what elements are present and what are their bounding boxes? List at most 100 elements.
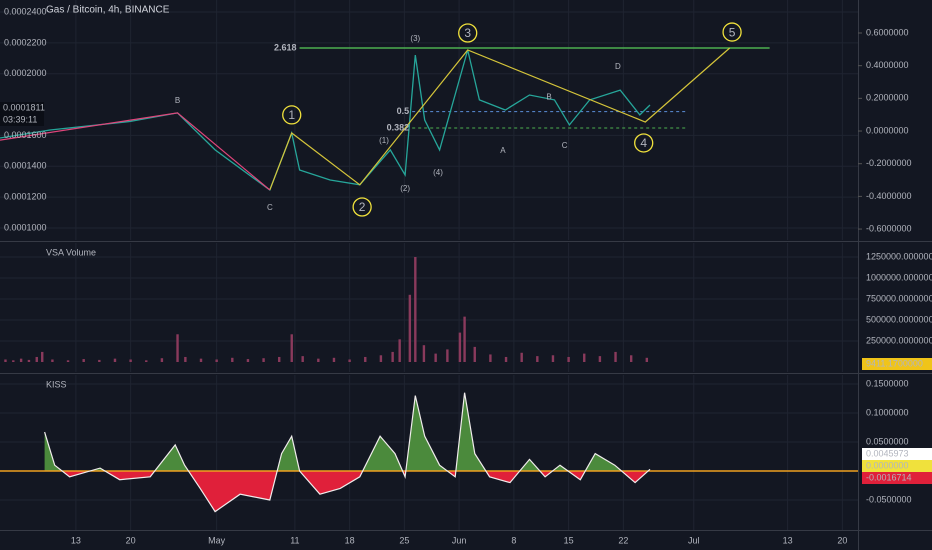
kiss-badge-text: 0.0000000 [866, 460, 909, 470]
volume-bar [290, 334, 293, 363]
volume-bar [391, 351, 394, 363]
wave-label: C [267, 203, 273, 212]
wave-circle [722, 22, 742, 42]
volume-bar [66, 360, 70, 363]
volume-bar [520, 352, 523, 363]
y2-tick-label: 0.6000000 [866, 27, 909, 37]
volume-bar [414, 257, 417, 363]
volume-bar [246, 359, 250, 363]
volume-bar [113, 358, 117, 363]
volume-bar [551, 355, 555, 363]
x-tick-label: 15 [564, 535, 574, 545]
kiss-badge-text: 0.0045973 [866, 448, 909, 458]
x-tick-label: 20 [837, 535, 847, 545]
kiss-badge [862, 472, 932, 484]
fib-label: 0.382 [387, 122, 410, 132]
volume-bar [19, 358, 23, 363]
wave-circle [458, 23, 478, 43]
volume-bar [446, 349, 449, 363]
volume-bar [27, 359, 31, 363]
y2-tick-label: 0.0000000 [866, 125, 909, 135]
volume-bar [398, 339, 401, 363]
volume-bar [12, 360, 15, 363]
price-line [0, 49, 651, 192]
volume-bar [176, 334, 179, 363]
volume-bar [262, 358, 265, 363]
y-tick-label: 500000.0000000 [866, 314, 932, 324]
grid [0, 0, 862, 530]
price-badge [0, 102, 44, 126]
volume-bar [473, 346, 476, 363]
volume-bar [184, 356, 187, 363]
volume-bar [379, 355, 383, 363]
volume-bar [504, 356, 508, 363]
volume-bar [98, 359, 101, 363]
volume-bar [645, 357, 649, 363]
volume-bar [4, 359, 7, 363]
y-tick-label: 0.1500000 [866, 378, 909, 388]
volume-bar [348, 359, 351, 363]
y2-tick-label: -0.4000000 [866, 191, 912, 201]
y2-tick-label: -0.6000000 [866, 223, 912, 233]
volume-bar [215, 359, 218, 363]
x-tick-label: Jul [688, 535, 700, 545]
y-tick-label: 750000.0000000 [866, 293, 932, 303]
wave-line [0, 112, 271, 191]
volume-bar [82, 359, 85, 363]
x-tick-label: 13 [783, 535, 793, 545]
volume-bar [614, 351, 617, 363]
volume-bar [583, 353, 586, 363]
x-tick-label: 11 [290, 535, 299, 545]
x-tick-label: 25 [399, 535, 409, 545]
y-tick-label: 0.0001600 [4, 130, 47, 140]
volume-badge-text: 9411.1700000 [866, 358, 923, 368]
x-tick-label: 22 [618, 535, 628, 545]
y-tick-label: 1250000.0000000 [866, 251, 932, 261]
y2-tick-label: -0.2000000 [866, 158, 912, 168]
y-tick-label: 0.0002200 [4, 37, 47, 47]
wave-label: (2) [400, 184, 410, 193]
wave-label: A [500, 146, 506, 155]
volume-bar [317, 358, 320, 363]
y-tick-label: 0.1000000 [866, 407, 909, 417]
wave-circle [634, 133, 654, 153]
volume-badge [862, 358, 932, 370]
volume-bar [199, 358, 203, 363]
wave-label: D [615, 62, 621, 71]
x-tick-label: 18 [345, 535, 355, 545]
marks [0, 22, 932, 513]
volume-bar [51, 359, 54, 363]
fib-label: 0.5 [397, 106, 410, 116]
fib-label: 2.618 [274, 42, 297, 52]
wave-label: B [546, 93, 551, 102]
volume-bar [332, 357, 336, 363]
wave-label: (3) [410, 34, 420, 43]
kiss-line [44, 392, 651, 513]
volume-bar [278, 356, 281, 363]
y-tick-label: 0.0002000 [4, 68, 47, 78]
volume-bar [160, 358, 164, 363]
volume-bar [567, 356, 570, 363]
wave-label: 1 [288, 108, 295, 122]
y2-tick-label: 0.2000000 [866, 93, 909, 103]
volume-bar [463, 316, 466, 363]
chart-title: Gas / Bitcoin, 4h, BINANCE [46, 5, 170, 16]
volume-bar [145, 360, 148, 363]
panel-title: KISS [46, 379, 67, 389]
wave-label: B [175, 96, 180, 105]
wave-label: 2 [359, 200, 366, 214]
x-tick-label: May [208, 535, 226, 545]
volume-bar [458, 332, 462, 363]
x-tick-label: 20 [126, 535, 136, 545]
wave-label: 5 [729, 25, 736, 39]
y-tick-label: 0.0002400 [4, 6, 47, 16]
price-badge-text: 03:39:11 [3, 114, 37, 124]
wave-circle [282, 105, 302, 125]
wave-label: C [562, 141, 568, 150]
y-tick-label: 0.0001000 [4, 222, 47, 232]
y-tick-label: 250000.0000000 [866, 335, 932, 345]
x-tick-label: 8 [511, 535, 516, 545]
labels: 13 20 May 11 18 25 Jun 8 15 22 Jul 13 200.00024000.0… [3, 5, 932, 546]
y-tick-label: 0.0001400 [4, 161, 47, 171]
